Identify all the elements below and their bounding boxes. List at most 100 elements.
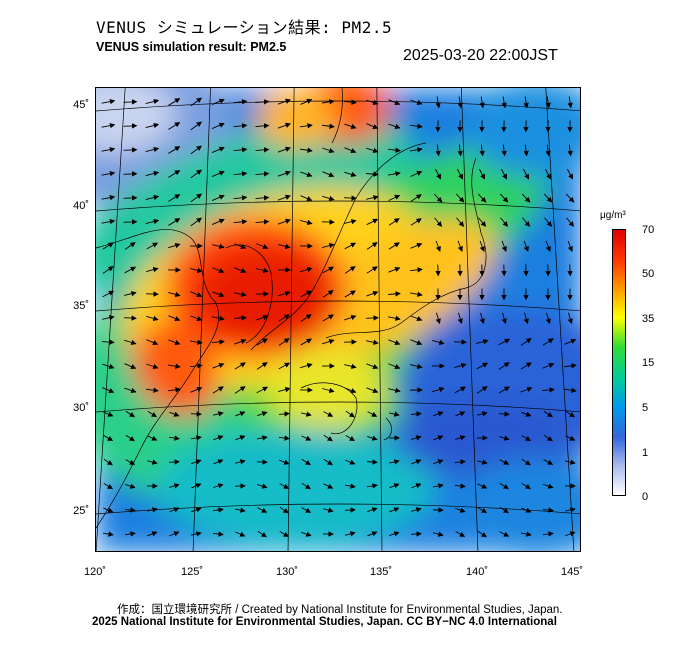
wind-arrow bbox=[523, 96, 529, 109]
wind-arrow bbox=[388, 387, 401, 393]
wind-arrow bbox=[189, 363, 203, 369]
wind-arrow bbox=[323, 434, 333, 442]
wind-arrow bbox=[146, 363, 159, 370]
wind-arrow bbox=[321, 123, 335, 129]
wind-arrow bbox=[235, 411, 246, 417]
latitude-line bbox=[96, 100, 580, 112]
pm25-map bbox=[95, 87, 581, 552]
wind-arrow bbox=[388, 242, 400, 250]
wind-arrow bbox=[367, 507, 378, 513]
wind-arrow bbox=[233, 315, 247, 321]
wind-arrow bbox=[123, 99, 138, 105]
wind-arrow bbox=[191, 483, 202, 489]
wind-arrow bbox=[278, 290, 291, 297]
wind-arrow bbox=[343, 99, 357, 105]
longitude-line bbox=[376, 88, 383, 551]
wind-arrow bbox=[476, 386, 488, 394]
wind-arrow bbox=[322, 171, 335, 178]
wind-arrow bbox=[344, 266, 356, 274]
wind-arrow bbox=[322, 290, 334, 298]
wind-arrow bbox=[147, 459, 158, 465]
wind-arrow bbox=[103, 483, 114, 490]
lon-label-135: 135˚ bbox=[369, 566, 393, 578]
wind-arrow bbox=[477, 193, 487, 203]
wind-arrow bbox=[256, 267, 269, 273]
wind-arrow bbox=[432, 339, 445, 345]
wind-arrow bbox=[101, 98, 116, 105]
wind-arrow bbox=[476, 362, 489, 370]
wind-arrow bbox=[499, 531, 510, 537]
wind-arrow bbox=[457, 96, 463, 109]
wind-arrow bbox=[344, 147, 357, 154]
wind-arrow bbox=[147, 435, 158, 441]
wind-arrow bbox=[102, 315, 115, 321]
wind-arrow bbox=[212, 267, 225, 274]
wind-arrow bbox=[169, 483, 180, 489]
wind-arrow bbox=[168, 194, 181, 202]
wind-arrow bbox=[145, 98, 160, 105]
wind-arrow bbox=[278, 362, 291, 370]
wind-arrow bbox=[123, 123, 138, 129]
wind-arrow bbox=[387, 147, 401, 153]
wind-arrow bbox=[323, 507, 334, 513]
wind-arrow bbox=[168, 435, 180, 441]
wind-arrow bbox=[211, 146, 225, 153]
wind-arrow bbox=[499, 506, 509, 514]
wind-arrow bbox=[279, 530, 290, 538]
credit-line: 作成：国立環境研究所 / Created by National Institu… bbox=[117, 604, 563, 616]
wind-arrow bbox=[168, 218, 181, 226]
wind-arrow bbox=[410, 363, 423, 369]
wind-arrow bbox=[345, 435, 356, 442]
wind-arrow bbox=[300, 314, 312, 322]
wind-arrow bbox=[409, 267, 423, 273]
wind-arrow bbox=[521, 435, 532, 442]
wind-arrow bbox=[277, 218, 291, 225]
wind-arrow bbox=[388, 363, 401, 370]
wind-arrow bbox=[145, 218, 160, 225]
wind-arrow bbox=[545, 312, 551, 325]
wind-arrow bbox=[520, 362, 532, 370]
wind-arrow bbox=[191, 459, 202, 465]
colorbar-unit: μg/m³ bbox=[600, 210, 626, 221]
wind-arrow bbox=[211, 170, 225, 177]
wind-arrow bbox=[322, 387, 335, 393]
wind-arrow bbox=[102, 531, 114, 537]
wind-arrow bbox=[457, 312, 463, 325]
wind-arrow bbox=[190, 435, 202, 441]
latitude-line bbox=[96, 401, 580, 413]
wind-arrow bbox=[455, 507, 466, 513]
wind-arrow bbox=[521, 507, 532, 513]
wind-arrow bbox=[564, 387, 577, 393]
wind-arrow bbox=[411, 483, 422, 489]
wind-arrow bbox=[124, 266, 137, 274]
wind-arrow bbox=[501, 96, 507, 109]
wind-arrow bbox=[278, 387, 291, 393]
wind-arrow bbox=[410, 291, 423, 297]
wind-arrow bbox=[542, 338, 554, 346]
graticule bbox=[96, 88, 580, 551]
wind-arrow bbox=[366, 387, 379, 394]
wind-arrow bbox=[168, 363, 181, 369]
wind-arrow bbox=[278, 338, 290, 346]
wind-arrow bbox=[344, 123, 357, 130]
wind-arrow bbox=[366, 266, 378, 274]
wind-arrow bbox=[567, 96, 573, 109]
wind-arrow bbox=[256, 243, 269, 250]
wind-arrow bbox=[522, 217, 531, 227]
wind-arrow bbox=[147, 531, 158, 537]
wind-arrow bbox=[101, 194, 116, 201]
wind-arrow bbox=[234, 386, 246, 394]
wind-arrow bbox=[344, 290, 356, 298]
wind-arrow bbox=[501, 144, 507, 157]
wind-arrow bbox=[211, 122, 225, 129]
wind-arrow bbox=[256, 362, 268, 370]
wind-arrow bbox=[435, 168, 442, 180]
wind-arrow bbox=[323, 483, 334, 489]
wind-arrow bbox=[101, 170, 116, 177]
wind-arrow bbox=[322, 338, 335, 345]
wind-arrow bbox=[278, 243, 291, 249]
wind-arrow bbox=[567, 144, 573, 157]
wind-arrow bbox=[541, 387, 555, 393]
wind-arrow bbox=[190, 386, 203, 393]
wind-arrow bbox=[567, 312, 573, 325]
